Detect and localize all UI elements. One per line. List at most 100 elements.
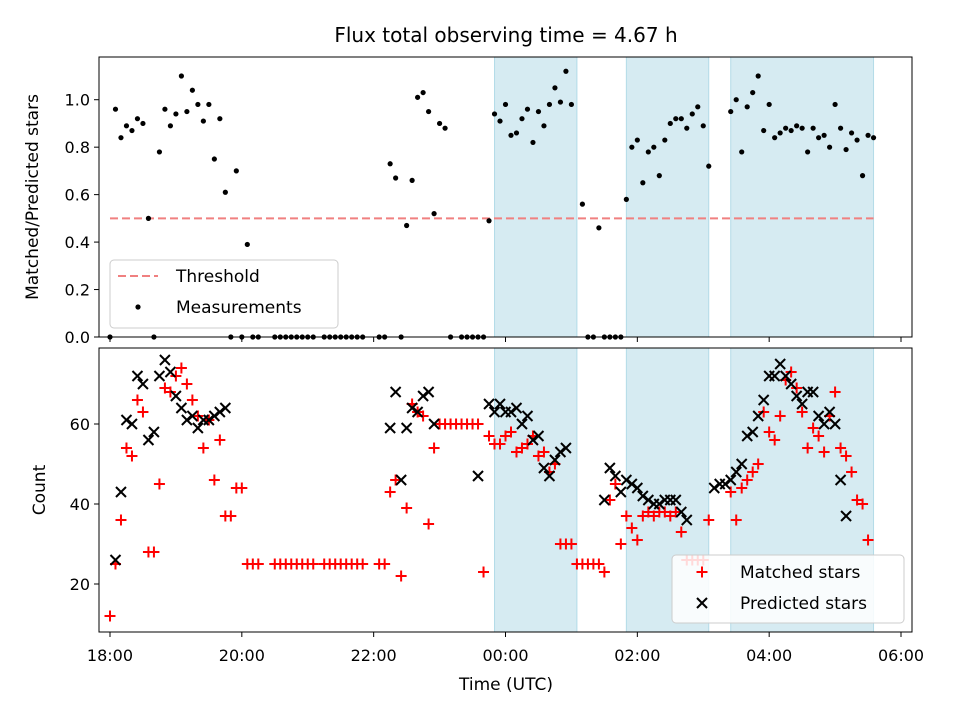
predicted-star-marker (653, 498, 666, 510)
predicted-star-marker (746, 426, 759, 438)
matched-star-marker (538, 446, 550, 458)
legend-cross (696, 597, 708, 609)
measurement-point (706, 163, 712, 169)
predicted-star-marker (109, 554, 122, 566)
matched-star-marker (417, 410, 429, 422)
cross-b (719, 478, 731, 490)
predicted-star-marker (521, 410, 534, 422)
measurement-point (816, 135, 822, 141)
cross-b (395, 474, 407, 486)
cross-b (779, 370, 792, 382)
predicted-star-marker (774, 358, 786, 370)
cross-b (126, 418, 138, 430)
measurement-point (425, 108, 432, 115)
matched-star-marker (747, 466, 759, 478)
measurement-point (535, 108, 542, 115)
cross-b (472, 470, 484, 482)
cross-b (675, 506, 687, 518)
predicted-star-marker (208, 410, 221, 422)
measurement-point (145, 215, 152, 221)
cross-b (532, 430, 545, 442)
matched-star-marker (862, 534, 874, 546)
measurement-point (854, 137, 860, 143)
measurement-point (656, 173, 662, 179)
bottom-ytick-label: 40 (70, 495, 90, 514)
predicted-star-marker (741, 430, 753, 442)
matched-star-marker (813, 430, 825, 442)
matched-star-marker (736, 482, 748, 494)
cross-b (823, 406, 836, 418)
matched-star-marker (357, 558, 369, 570)
legend-measurements-swatch (135, 304, 141, 310)
cross-b (411, 406, 424, 418)
cross-b (175, 402, 188, 414)
matched-star-marker (423, 518, 435, 530)
xtick-label: 00:00 (482, 646, 528, 665)
matched-star-marker (186, 394, 198, 406)
matched-star-marker (153, 478, 165, 490)
measurement-point (486, 218, 492, 224)
predicted-star-marker (516, 418, 528, 430)
predicted-star-marker (428, 418, 440, 430)
cross-b (159, 354, 171, 366)
top-ytick-label: 0.4 (65, 233, 90, 252)
cross-b (208, 410, 221, 422)
measurement-point (744, 104, 750, 110)
measurement-point (568, 101, 575, 108)
measurement-point (541, 123, 547, 129)
cross-b (670, 494, 682, 506)
cross-b (428, 418, 440, 430)
measurement-point (167, 123, 174, 129)
shaded-interval-1 (494, 347, 578, 633)
cross-b (829, 418, 841, 430)
measurement-point (733, 97, 739, 103)
cross-b (626, 478, 638, 490)
matched-star-marker (835, 442, 847, 454)
predicted-star-marker (615, 486, 627, 498)
cross-b (527, 434, 539, 446)
predicted-star-marker (494, 398, 506, 410)
cross-b (417, 390, 429, 402)
cross-b (834, 474, 847, 486)
matched-star-marker (598, 566, 610, 578)
measurement-point (222, 189, 228, 195)
cross-b (406, 402, 418, 414)
measurement-point (865, 132, 871, 138)
bottom-x-ticks: 18:00 20:00 22:00 00:00 02:00 04:00 06:00 (87, 632, 924, 665)
predicted-star-marker (807, 386, 819, 398)
predicted-star-marker (823, 406, 836, 418)
cross-b (131, 370, 144, 382)
predicted-star-marker (631, 482, 644, 494)
cross-b (554, 446, 567, 458)
predicted-star-markers (109, 354, 852, 566)
top-y-ticks: 0.0 0.2 0.4 0.6 0.8 1.0 (65, 91, 99, 347)
measurement-point (645, 149, 651, 155)
chart-title: Flux total observing time = 4.67 h (334, 23, 677, 47)
predicted-star-marker (483, 398, 495, 410)
matched-star-marker (170, 370, 182, 382)
measurement-point (211, 156, 217, 162)
matched-star-marker (137, 406, 149, 418)
cross-b (543, 470, 556, 482)
matched-star-marker (478, 566, 490, 578)
measurement-point (805, 149, 811, 155)
cross-b (137, 378, 149, 390)
legend-measurements-label: Measurements (176, 298, 302, 318)
measurement-point (673, 116, 679, 122)
predicted-star-marker (137, 378, 149, 390)
top-ytick-label: 0.6 (65, 186, 90, 205)
predicted-star-marker (730, 466, 742, 478)
matched-star-marker (752, 458, 764, 470)
cross-b (120, 414, 133, 426)
measurement-point (629, 144, 635, 150)
xtick-label: 18:00 (87, 646, 133, 665)
measurement-point (623, 196, 629, 202)
top-legend-box (109, 259, 339, 329)
matched-star-marker (670, 506, 682, 518)
cross-b (214, 406, 226, 418)
predicted-star-marker (538, 462, 550, 474)
measurement-point (596, 225, 602, 231)
cross-b (609, 470, 622, 482)
top-plot-frame (98, 56, 913, 338)
matched-star-marker (192, 410, 204, 422)
